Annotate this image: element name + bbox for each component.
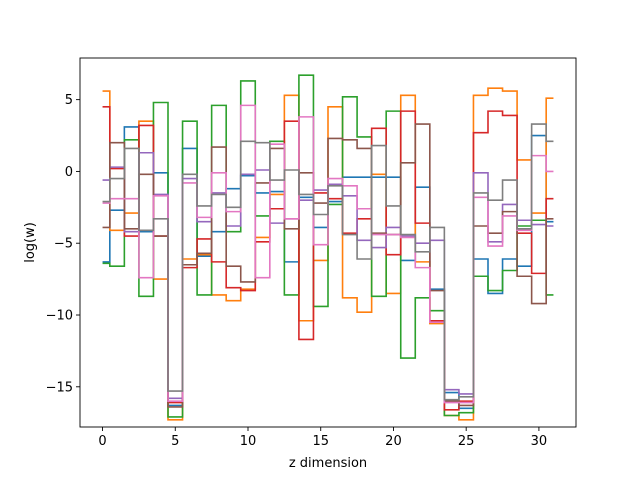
y-axis-label: log(w) (23, 222, 38, 263)
series-layer (102, 74, 554, 421)
y-tick-label: 0 (65, 165, 73, 180)
series-line-8 (102, 123, 554, 401)
x-tick-label: 25 (458, 434, 475, 449)
x-axis-label: z dimension (289, 456, 367, 471)
series-line-3 (102, 74, 554, 418)
x-tick-label: 20 (385, 434, 402, 449)
x-tick-label: 10 (240, 434, 257, 449)
x-axis-ticks: 0 5 10 15 20 25 30 (98, 427, 547, 449)
y-tick-label: −15 (46, 380, 73, 395)
x-tick-label: 30 (531, 434, 548, 449)
axes-frame (79, 57, 577, 428)
x-tick-label: 0 (98, 434, 106, 449)
x-tick-label: 15 (312, 434, 329, 449)
y-axis-ticks: −15 −10 −5 0 5 (46, 93, 80, 395)
y-tick-label: −10 (46, 309, 73, 324)
series-line-6 (102, 123, 554, 408)
y-tick-label: 5 (65, 93, 73, 108)
y-tick-label: −5 (54, 237, 73, 252)
x-tick-label: 5 (171, 434, 179, 449)
